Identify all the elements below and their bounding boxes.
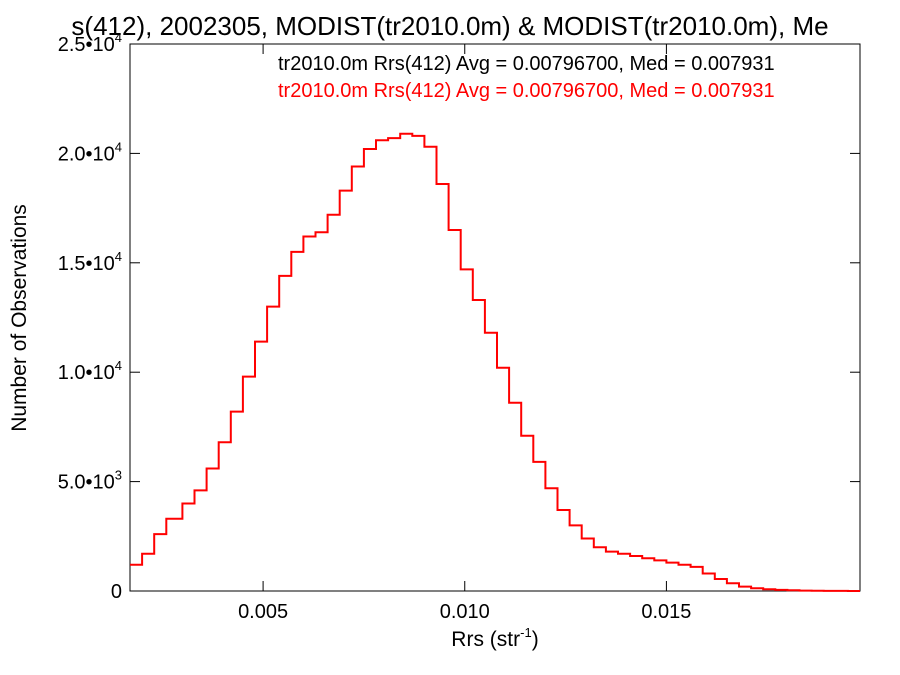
plot-frame xyxy=(129,43,861,592)
y-tick-label: 1.0•104 xyxy=(58,358,122,384)
legend-entry-2: tr2010.0m Rrs(412) Avg = 0.00796700, Med… xyxy=(278,80,775,102)
x-axis-label: Rrs (str-1) xyxy=(451,625,538,651)
x-tick-label: 0.005 xyxy=(238,601,288,623)
y-axis: 0 5.0•103 1.0•104 1.5•104 2.0•104 2.5•104 xyxy=(58,30,860,603)
chart-title: s(412), 2002305, MODIST(tr2010.0m) & MOD… xyxy=(71,11,828,41)
y-tick-label: 0 xyxy=(111,581,122,603)
x-tick-label: 0.010 xyxy=(440,601,490,623)
y-tick-label: 5.0•103 xyxy=(58,468,122,494)
legend-entry-1: tr2010.0m Rrs(412) Avg = 0.00796700, Med… xyxy=(278,53,775,75)
y-axis-label: Number of Observations xyxy=(8,204,31,432)
x-axis-label-end: ) xyxy=(532,628,539,651)
x-axis-label-exponent: -1 xyxy=(520,625,532,640)
y-tick-label: 2.5•104 xyxy=(58,30,122,56)
y-tick-label: 1.5•104 xyxy=(58,249,122,275)
series-layer xyxy=(130,132,860,592)
x-axis-label-text: Rrs (str xyxy=(451,628,520,651)
x-axis: 0.005 0.010 0.015 xyxy=(238,44,691,623)
x-tick-label: 0.015 xyxy=(641,601,691,623)
y-tick-label: 2.0•104 xyxy=(58,139,122,165)
series-line-1 xyxy=(130,132,860,592)
